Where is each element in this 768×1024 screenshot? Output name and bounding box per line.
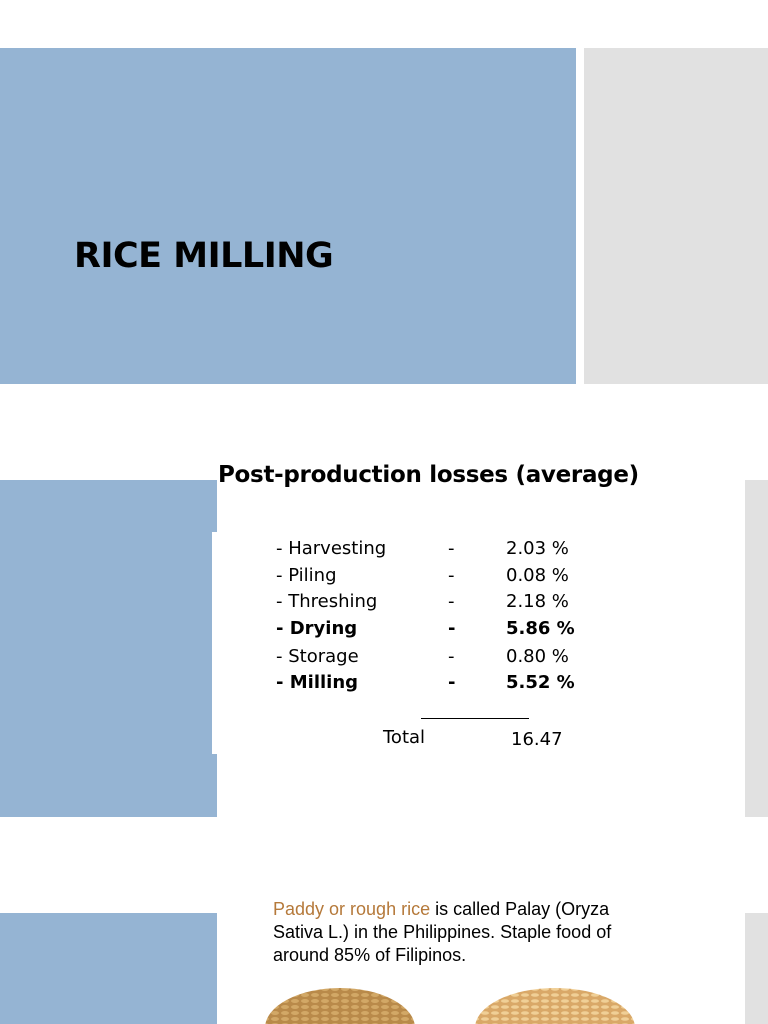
slide3-text: Paddy or rough rice is called Palay (Ory… (273, 898, 663, 967)
loss-label: - Milling (276, 672, 359, 693)
slide-title: Post-production losses (average) (218, 462, 639, 488)
loss-dash: - (448, 646, 455, 667)
slide1-panel (0, 48, 576, 384)
loss-label: - Storage (276, 646, 359, 667)
slide2-gap (212, 532, 218, 754)
total-value: 16.47 (511, 729, 563, 750)
slide1-side (584, 48, 768, 384)
loss-value: 2.03 % (506, 538, 569, 559)
loss-value: 0.80 % (506, 646, 569, 667)
body-text: is called Palay (Oryza Sativa L.) in the… (273, 899, 612, 965)
total-label: Total (383, 727, 426, 748)
loss-dash: - (448, 565, 455, 586)
slide-title: RICE MILLING (74, 236, 334, 276)
loss-dash: - (448, 591, 455, 612)
loss-value: 0.08 % (506, 565, 569, 586)
loss-label: - Drying (276, 618, 358, 639)
loss-dash: - (448, 538, 455, 559)
total-rule (421, 718, 529, 719)
loss-value: 5.86 % (506, 618, 575, 639)
slide2-side (745, 480, 768, 817)
loss-label: - Harvesting (276, 538, 387, 559)
slide3-side (745, 913, 768, 1024)
loss-row: - Drying - 5.86 % (276, 618, 596, 644)
rice-image (475, 988, 635, 1024)
highlight-text: Paddy or rough rice (273, 899, 431, 919)
loss-row: - Harvesting - 2.03 % (276, 538, 596, 564)
loss-row: - Piling - 0.08 % (276, 565, 596, 591)
loss-dash: - (448, 672, 456, 693)
loss-value: 2.18 % (506, 591, 569, 612)
loss-value: 5.52 % (506, 672, 575, 693)
loss-row: - Storage - 0.80 % (276, 646, 596, 672)
paddy-image (265, 988, 415, 1024)
rice-images (265, 988, 635, 1024)
loss-row: - Threshing - 2.18 % (276, 591, 596, 617)
loss-dash: - (448, 618, 456, 639)
loss-label: - Threshing (276, 591, 378, 612)
slide2-panel (0, 480, 217, 817)
slide3-panel (0, 913, 217, 1024)
loss-label: - Piling (276, 565, 337, 586)
loss-row: - Milling - 5.52 % (276, 672, 596, 698)
